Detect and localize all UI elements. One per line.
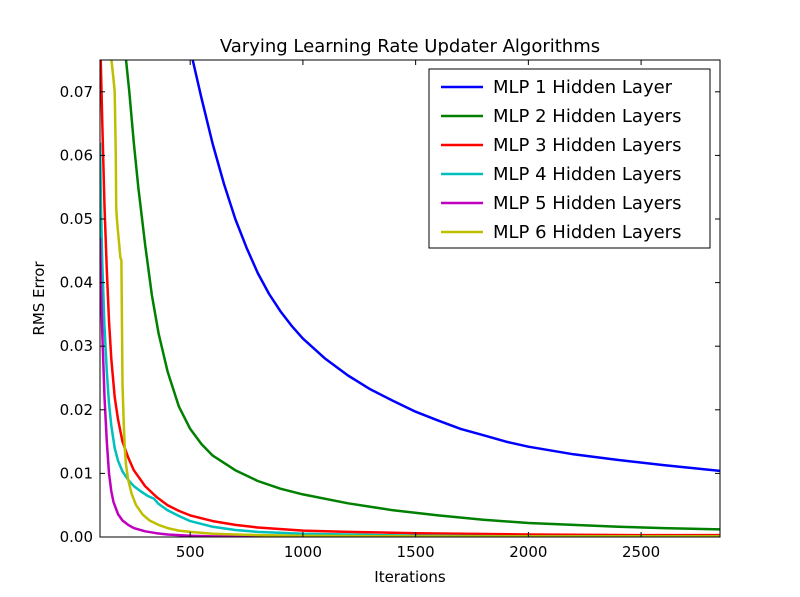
legend-label-4: MLP 4 Hidden Layers xyxy=(493,164,681,185)
plot-frame xyxy=(99,59,721,538)
y-tick-label: 0.03 xyxy=(60,337,93,355)
y-tick-label: 0.06 xyxy=(60,146,93,164)
y-axis-title: RMS Error xyxy=(30,261,48,336)
x-tick-label: 2500 xyxy=(622,543,660,561)
x-axis-title: Iterations xyxy=(374,568,446,586)
x-tick-label: 500 xyxy=(176,543,205,561)
y-tick-label: 0.01 xyxy=(60,464,93,482)
series-line-3 xyxy=(100,60,720,537)
legend-label-1: MLP 1 Hidden Layer xyxy=(493,77,673,98)
legend-label-3: MLP 3 Hidden Layers xyxy=(493,135,681,156)
series-line-4 xyxy=(100,142,720,537)
x-tick-label: 1000 xyxy=(284,543,322,561)
axis-ticks: 500 1000 1500 2000 2500 0.00 0.01 0.02 0.03 0.04 0… xyxy=(60,60,720,561)
chart-title: Varying Learning Rate Updater Algorithms xyxy=(220,36,600,57)
legend-label-2: MLP 2 Hidden Layers xyxy=(493,106,681,127)
series-line-1 xyxy=(191,60,720,473)
series-line-5 xyxy=(100,238,720,537)
legend-label-5: MLP 5 Hidden Layers xyxy=(493,193,681,214)
legend: MLP 1 Hidden Layer MLP 2 Hidden Layers MLP… xyxy=(428,68,711,249)
y-tick-label: 0.07 xyxy=(60,83,93,101)
series-line-6 xyxy=(110,60,720,537)
y-tick-label: 0.02 xyxy=(60,401,93,419)
legend-items: MLP 1 Hidden Layer MLP 2 Hidden Layers MLP… xyxy=(441,77,681,243)
legend-label-6: MLP 6 Hidden Layers xyxy=(493,222,681,243)
x-tick-label: 1500 xyxy=(397,543,435,561)
legend-box xyxy=(428,68,711,249)
series-lines xyxy=(100,60,720,537)
y-tick-label: 0.04 xyxy=(60,274,93,292)
series-line-2 xyxy=(124,60,720,531)
x-tick-label: 2000 xyxy=(509,543,547,561)
y-tick-label: 0.05 xyxy=(60,210,93,228)
y-tick-label: 0.00 xyxy=(60,528,93,546)
